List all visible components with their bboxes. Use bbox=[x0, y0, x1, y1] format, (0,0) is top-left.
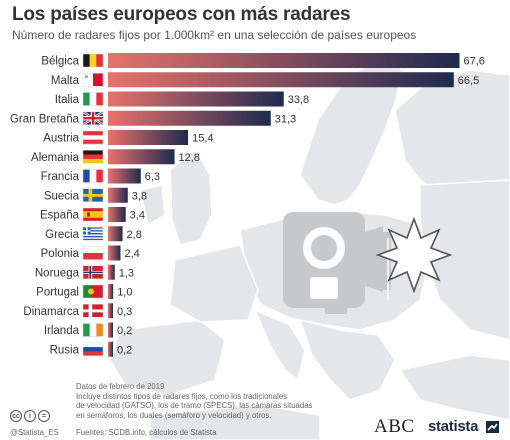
flag-poland-icon bbox=[82, 246, 104, 260]
bar bbox=[108, 149, 175, 165]
category-label: Portugal bbox=[36, 287, 79, 299]
category-label: Noruega bbox=[35, 267, 80, 279]
flag-norway-icon bbox=[82, 265, 104, 279]
flag-ireland-icon bbox=[82, 323, 104, 337]
value-label: 2,4 bbox=[124, 248, 139, 260]
chart-subtitle: Número de radares fijos por 1.000km² en … bbox=[12, 28, 417, 42]
category-label: Rusia bbox=[50, 344, 80, 356]
category-label: Austria bbox=[43, 133, 79, 145]
flag-germany-icon bbox=[82, 150, 104, 164]
footnotes: Datos de febrero de 2019 Incluye distint… bbox=[76, 382, 336, 420]
chart-title: Los países europeos con más radares bbox=[12, 4, 351, 25]
bar bbox=[108, 245, 121, 261]
bar bbox=[108, 53, 460, 68]
footnote-line: de velocidad (GATSO), los de tramo (SPEC… bbox=[76, 401, 313, 410]
flag-malta-icon bbox=[82, 73, 104, 87]
category-label: Suecia bbox=[44, 190, 80, 202]
category-label: Grecia bbox=[45, 229, 79, 241]
flag-denmark-icon bbox=[82, 304, 104, 318]
footnote-line: en semáforos, los duales (semáforo y vel… bbox=[76, 410, 272, 420]
bar bbox=[108, 72, 454, 88]
value-label: 31,3 bbox=[275, 113, 296, 125]
flag-france-icon bbox=[82, 169, 104, 183]
attribution-icon: i bbox=[24, 410, 36, 422]
value-label: 3,4 bbox=[130, 210, 145, 222]
no-derivatives-icon: = bbox=[38, 410, 50, 422]
flag-austria-icon bbox=[82, 130, 104, 145]
speed-camera-icon bbox=[283, 212, 391, 314]
category-label: Dinamarca bbox=[23, 306, 79, 318]
value-label: 6,3 bbox=[145, 171, 160, 183]
bar bbox=[108, 284, 114, 299]
bar bbox=[108, 130, 189, 145]
bar bbox=[108, 110, 271, 126]
flag-russia-icon bbox=[82, 342, 104, 356]
value-label: 3,8 bbox=[132, 190, 147, 202]
cc-icon: cc bbox=[10, 410, 22, 422]
value-label: 1,3 bbox=[119, 267, 134, 279]
flag-belgium-icon bbox=[82, 53, 104, 68]
bar bbox=[108, 303, 113, 319]
abc-logo[interactable]: ABC bbox=[374, 416, 415, 437]
category-label: Gran Bretaña bbox=[10, 113, 80, 125]
social-handle: @Statista_ES bbox=[10, 428, 59, 437]
value-label: 66,5 bbox=[458, 75, 479, 87]
category-label: Bélgica bbox=[41, 56, 79, 68]
category-label: Polonia bbox=[41, 248, 80, 260]
category-label: Malta bbox=[51, 75, 80, 87]
bar bbox=[108, 91, 284, 107]
value-label: 2,8 bbox=[127, 229, 142, 241]
flash-burst-icon bbox=[375, 216, 453, 294]
bar bbox=[108, 226, 123, 242]
bar bbox=[108, 187, 128, 203]
bar bbox=[108, 207, 126, 222]
value-label: 0,3 bbox=[117, 306, 132, 318]
statista-logo-icon bbox=[486, 421, 499, 433]
flag-sweden-icon bbox=[82, 188, 104, 202]
value-label: 67,6 bbox=[464, 56, 485, 68]
footnote-line: Datos de febrero de 2019 bbox=[76, 382, 165, 391]
flag-portugal-icon bbox=[82, 284, 104, 299]
category-label: Irlanda bbox=[44, 325, 80, 337]
footnote-line: Incluye distintos tipos de radares fijos… bbox=[76, 391, 288, 401]
flag-spain-icon bbox=[82, 207, 104, 222]
category-label: Francia bbox=[41, 171, 80, 183]
bar bbox=[108, 264, 115, 280]
category-label: España bbox=[40, 210, 80, 222]
bar bbox=[108, 322, 113, 338]
value-label: 33,8 bbox=[288, 94, 309, 106]
flag-uk-icon bbox=[82, 110, 104, 126]
statista-logo[interactable]: statista bbox=[428, 418, 479, 435]
sources-text: Fuentes: SCDB.info, cálculos de Statista bbox=[76, 428, 217, 437]
value-label: 0,2 bbox=[117, 325, 132, 337]
value-label: 15,4 bbox=[192, 133, 213, 145]
creative-commons-badges: cc i = bbox=[10, 410, 50, 422]
bar bbox=[108, 341, 113, 357]
bar bbox=[108, 168, 141, 184]
flag-greece-icon bbox=[82, 227, 104, 241]
flag-italy-icon bbox=[82, 92, 104, 106]
category-label: Italia bbox=[55, 94, 80, 106]
category-label: Alemania bbox=[31, 152, 80, 164]
value-label: 12,8 bbox=[179, 152, 200, 164]
value-label: 1,0 bbox=[117, 287, 132, 299]
value-label: 0,2 bbox=[117, 344, 132, 356]
